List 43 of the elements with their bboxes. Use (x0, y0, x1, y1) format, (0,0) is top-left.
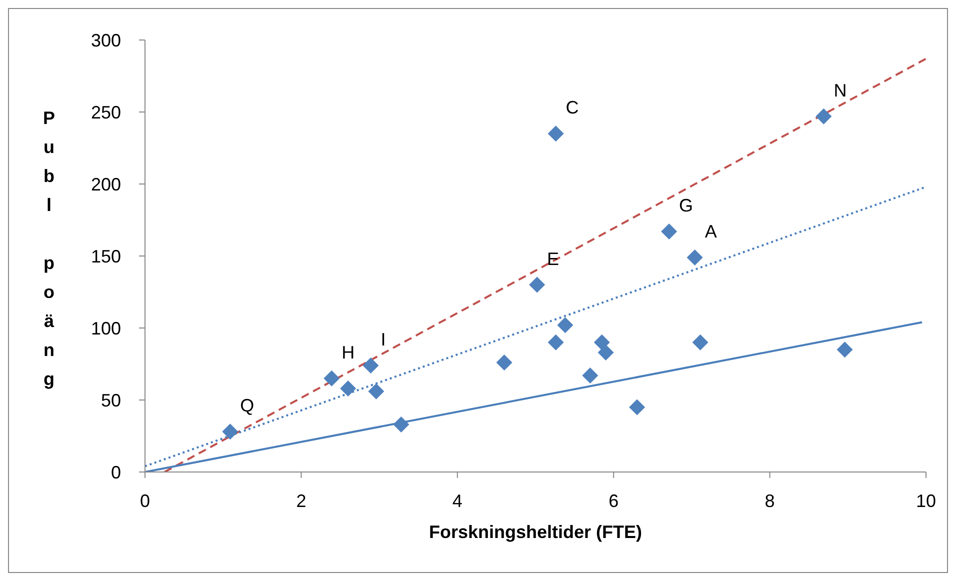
x-tick-label: 6 (608, 490, 619, 511)
annotation: I (380, 329, 386, 350)
point (629, 399, 646, 416)
y-tick-label: 250 (90, 102, 121, 122)
y-tick-label: 50 (100, 390, 121, 410)
x-tick-label: 0 (140, 490, 150, 511)
point (692, 334, 708, 350)
point (340, 380, 356, 396)
point (324, 370, 340, 386)
annotation: Q (240, 396, 254, 416)
x-axis-title: Forskningsheltider (FTE) (428, 522, 642, 542)
point (686, 249, 703, 266)
point (362, 357, 379, 374)
point (557, 317, 574, 334)
y-tick-label: 0 (110, 462, 121, 482)
annotation: C (566, 98, 579, 118)
point (548, 334, 564, 350)
point (836, 342, 853, 358)
annotation: E (547, 248, 560, 269)
point (582, 368, 598, 384)
point (222, 424, 238, 440)
y-tick-label: 200 (90, 174, 121, 194)
x-tick-label: 10 (916, 490, 936, 511)
annotation: G (679, 196, 694, 216)
y-tick-label: 300 (90, 30, 121, 50)
annotation: H (342, 342, 355, 362)
annotation: A (704, 221, 717, 242)
point (594, 334, 610, 350)
y-tick-label: 100 (90, 318, 121, 338)
y-tick-label: 150 (90, 246, 121, 266)
x-tick-label: 4 (452, 490, 462, 511)
text: Publ poäng (42, 108, 55, 389)
annotation: N (834, 80, 847, 100)
point (661, 224, 678, 240)
point (496, 354, 512, 371)
point (368, 383, 384, 400)
point (816, 108, 832, 124)
point (529, 276, 546, 293)
x-tick-label: 8 (764, 490, 775, 511)
x-tick-label: 2 (296, 490, 306, 511)
point (548, 126, 564, 142)
point (393, 416, 410, 432)
point (598, 344, 614, 360)
